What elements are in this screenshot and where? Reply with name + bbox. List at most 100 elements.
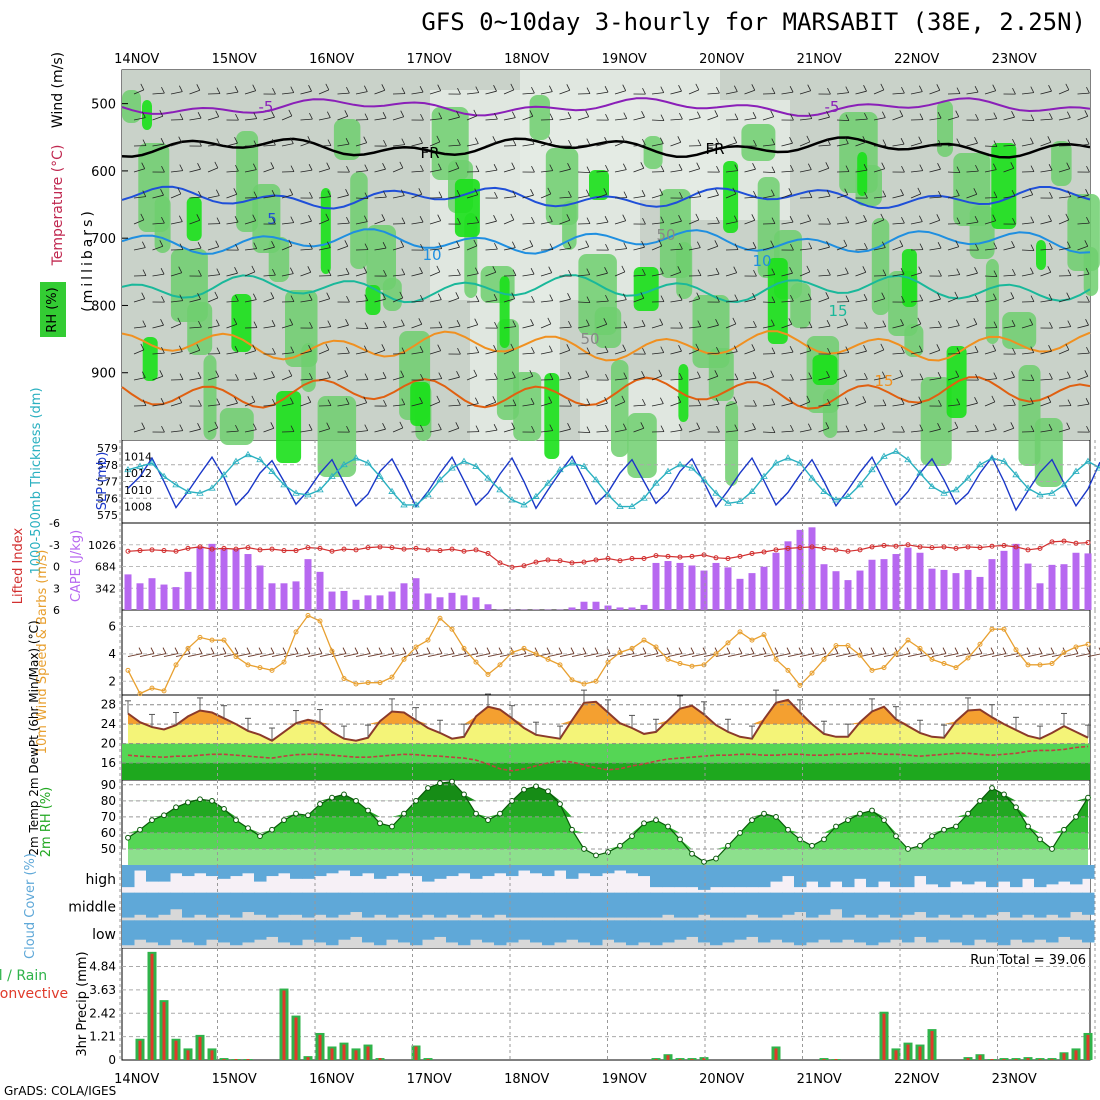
wind-barb-flag xyxy=(271,319,276,327)
li-marker xyxy=(1025,547,1031,553)
cape-bar xyxy=(832,571,840,610)
wind-barb-flag xyxy=(774,647,779,654)
rh-marker xyxy=(617,842,623,849)
wind-barb xyxy=(503,247,516,251)
cape-bar xyxy=(280,583,288,610)
wind-barb-flag xyxy=(198,647,203,654)
wind-barb-flag xyxy=(810,647,815,654)
li-marker xyxy=(749,550,755,556)
wind-barb xyxy=(855,220,867,225)
wind-barb-flag xyxy=(917,317,922,325)
wind-barb-flag xyxy=(402,647,407,654)
wind-barb-flag xyxy=(604,137,608,144)
wind-barb-flag xyxy=(215,240,220,247)
wind-barb-flag xyxy=(492,396,497,403)
li-marker xyxy=(965,544,971,550)
thickness-marker xyxy=(724,499,732,506)
rh-marker xyxy=(701,858,707,865)
wind-barb xyxy=(522,273,535,277)
wind-barb xyxy=(559,428,571,433)
wind-barb-flag xyxy=(1085,397,1090,405)
wind-barb xyxy=(485,90,497,95)
cloud-bar-middle xyxy=(458,892,471,918)
contour-label: FR xyxy=(705,140,724,158)
wind-barb xyxy=(411,430,424,433)
wind-barb-flag xyxy=(974,397,978,404)
wind-barb xyxy=(1021,222,1034,225)
cloud-bar-middle xyxy=(278,892,291,915)
wind-barb xyxy=(855,401,866,407)
wind-barb-flag xyxy=(789,137,793,144)
wind-barb-flag xyxy=(401,268,406,275)
rh-marker xyxy=(1073,813,1079,820)
precip-convective-bar xyxy=(822,1059,826,1060)
wind-barb-flag xyxy=(364,373,369,380)
cloud-bar-low xyxy=(758,920,771,943)
wind-barb xyxy=(836,194,848,199)
wind-barb xyxy=(487,653,503,658)
wind-barb-flag xyxy=(160,319,164,326)
cape-bar xyxy=(1060,564,1068,610)
thickness-marker xyxy=(244,450,252,458)
precip-convective-bar xyxy=(1038,1059,1042,1060)
wind-barb-flag xyxy=(1067,190,1072,197)
wind-barb-flag xyxy=(659,318,664,325)
wind-barb xyxy=(633,325,646,329)
wind-barb-flag xyxy=(318,647,323,654)
wind-barb-flag xyxy=(1011,371,1015,378)
wind-barb xyxy=(448,144,461,147)
cloud-bar-high xyxy=(1022,865,1035,879)
rh-moist-patch xyxy=(513,372,542,441)
y-tick-right: 1026 xyxy=(88,539,116,552)
y-axis-label: 3hr Precip (mm) xyxy=(75,951,90,1056)
wind-barb-flag xyxy=(734,243,739,250)
wind-barb-flag xyxy=(1030,425,1035,432)
wind-barb-flag xyxy=(174,647,179,654)
wind-barb-flag xyxy=(733,136,738,143)
thickness-marker xyxy=(160,472,168,479)
wind-barb-flag xyxy=(270,292,275,299)
wind-barb xyxy=(670,90,682,95)
thickness-marker xyxy=(220,471,228,478)
wind-barb xyxy=(707,92,720,95)
wind-barb-flag xyxy=(770,110,775,117)
wind-barb xyxy=(503,428,515,433)
wind-barb xyxy=(799,220,811,225)
rh-marker xyxy=(1025,823,1031,830)
wind-barb-flag xyxy=(510,343,515,351)
wind-barb-flag xyxy=(990,647,995,654)
wind-barb xyxy=(1058,349,1069,355)
wind-barb xyxy=(133,298,145,303)
contour-label: 10 xyxy=(422,246,441,264)
wind-barb xyxy=(411,193,422,199)
li-marker xyxy=(305,545,311,551)
wind-barb xyxy=(263,246,275,251)
wind-barb-flag xyxy=(196,84,201,91)
wind-barb xyxy=(614,429,627,433)
wind-barb-flag xyxy=(1029,188,1034,195)
rh-marker xyxy=(293,810,299,817)
wind-barb-flag xyxy=(436,395,441,403)
wind-barb xyxy=(818,274,831,277)
cloud-bar-high xyxy=(650,865,663,888)
wind-barb-flag xyxy=(511,292,516,299)
wind-barb-flag xyxy=(474,267,479,274)
rh-marker xyxy=(857,810,863,817)
cape-bar xyxy=(424,593,432,610)
wind-barb-flag xyxy=(806,265,811,273)
wind-barb xyxy=(799,299,812,303)
thickness-marker xyxy=(520,501,528,508)
wind-barb-flag xyxy=(493,163,498,171)
isotherm-10 xyxy=(121,228,1091,255)
cloud-bar-low xyxy=(266,920,279,937)
wind-speed-marker xyxy=(1013,647,1019,653)
wind-barb xyxy=(799,141,810,147)
run-total-annotation: Run Total = 39.06 xyxy=(970,953,1086,968)
wind-barb-flag xyxy=(215,110,220,117)
wind-barb-flag xyxy=(549,294,554,301)
cloud-bar-high xyxy=(146,865,159,882)
wind-barb xyxy=(374,168,386,173)
wind-barb-flag xyxy=(1084,370,1089,377)
wind-barb-flag xyxy=(642,398,646,406)
wind-barb-flag xyxy=(899,370,904,377)
